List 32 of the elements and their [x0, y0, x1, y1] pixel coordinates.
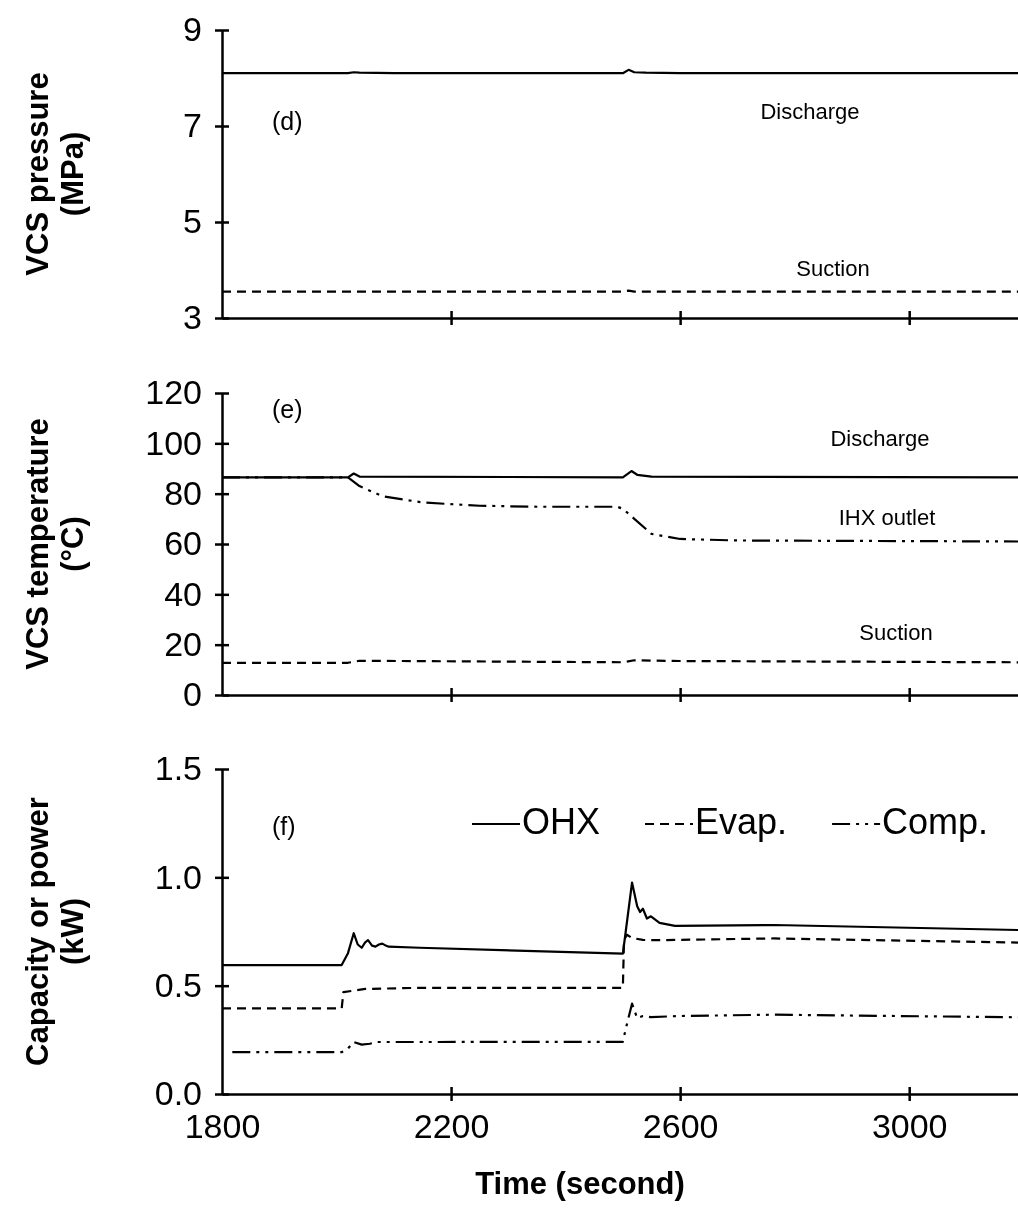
y-tick-label: 1.0 [154, 857, 202, 896]
legend-label: Comp. [882, 801, 989, 842]
y-axis-title: VCS temperature (°C) [20, 418, 90, 670]
annotation: Suction [859, 619, 933, 645]
y-tick-label: 1.5 [154, 749, 202, 788]
annotation: Discharge [760, 98, 860, 124]
x-tick-label: 3000 [871, 1106, 948, 1145]
annotation: IHX outlet [838, 504, 936, 530]
y-tick-label: 100 [145, 423, 202, 462]
y-tick-label: 9 [183, 10, 202, 49]
y-tick-label: 20 [164, 625, 202, 664]
text: (d) [272, 107, 303, 135]
y-tick-label: 120 [145, 373, 202, 412]
y-tick-label: 0 [183, 675, 202, 714]
annotation: Discharge [830, 425, 930, 451]
x-tick-label: 2200 [413, 1106, 490, 1145]
y-tick-label: 5 [183, 202, 202, 241]
y-tick-label: 60 [164, 524, 202, 563]
legend-label: Evap. [695, 801, 788, 842]
y-tick-label: 7 [183, 106, 202, 145]
y-axis-title: Capacity or power (kW) [20, 797, 90, 1066]
y-tick-label: 40 [164, 574, 202, 613]
y-tick-label: 0.5 [154, 966, 202, 1005]
x-tick-label: 2600 [642, 1106, 719, 1145]
x-axis-title: Time (second) [475, 1166, 685, 1201]
annotation: Suction [796, 255, 870, 281]
text: (f) [272, 812, 296, 840]
legend-label: OHX [522, 801, 601, 842]
y-tick-label: 80 [164, 474, 202, 513]
chart-title: (e) [272, 395, 303, 423]
y-axis-title: VCS pressure (MPa) [20, 72, 90, 276]
y-tick-label: 3 [183, 298, 202, 337]
